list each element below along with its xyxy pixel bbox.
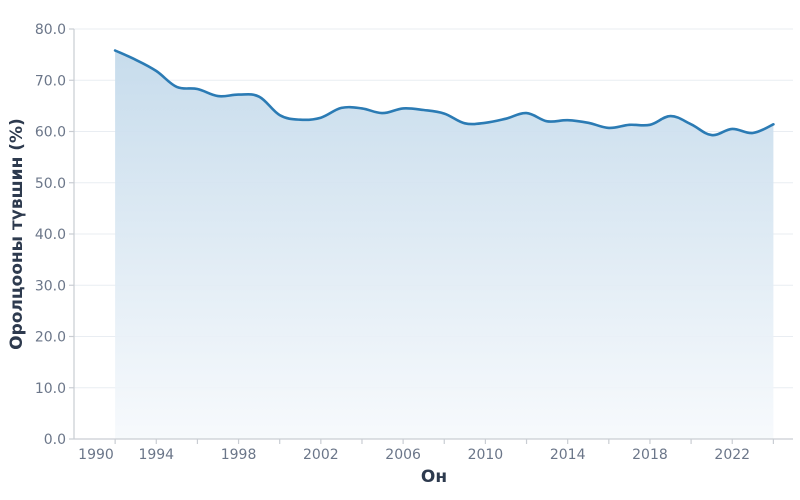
- y-axis-ticks: 0.0 10.0 20.0 30.0 40.0 50.0 60.0 70.0 80.0: [35, 22, 74, 448]
- x-tick-label: 1990: [78, 447, 114, 463]
- area-fill: [115, 50, 774, 439]
- y-tick-label: 20.0: [35, 330, 66, 346]
- x-tick-label: 2014: [550, 447, 586, 463]
- x-tick-label: 1998: [221, 447, 257, 463]
- y-axis-title: Оролцооны түвшин (%): [7, 118, 27, 350]
- y-tick-label: 30.0: [35, 278, 66, 294]
- x-tick-label: 2018: [632, 447, 668, 463]
- data-line: [113, 49, 775, 137]
- y-tick-label: 40.0: [35, 227, 66, 243]
- y-tick-label: 0.0: [44, 432, 66, 448]
- y-tick-label: 80.0: [35, 22, 66, 38]
- y-tick-label: 50.0: [35, 176, 66, 192]
- y-tick-label: 70.0: [35, 73, 66, 89]
- y-tick-label: 60.0: [35, 125, 66, 141]
- y-tick-label: 10.0: [35, 381, 66, 397]
- x-tick-label: 2010: [468, 447, 504, 463]
- x-axis-title: Он: [421, 467, 447, 487]
- x-tick-label: 2022: [714, 447, 750, 463]
- x-tick-label: 2002: [303, 447, 339, 463]
- x-tick-label: 2006: [385, 447, 421, 463]
- x-axis-ticks: 1990 1994 1998 2002 2006 2010 2014 2018 2022: [78, 439, 774, 463]
- x-tick-label: 1994: [138, 447, 174, 463]
